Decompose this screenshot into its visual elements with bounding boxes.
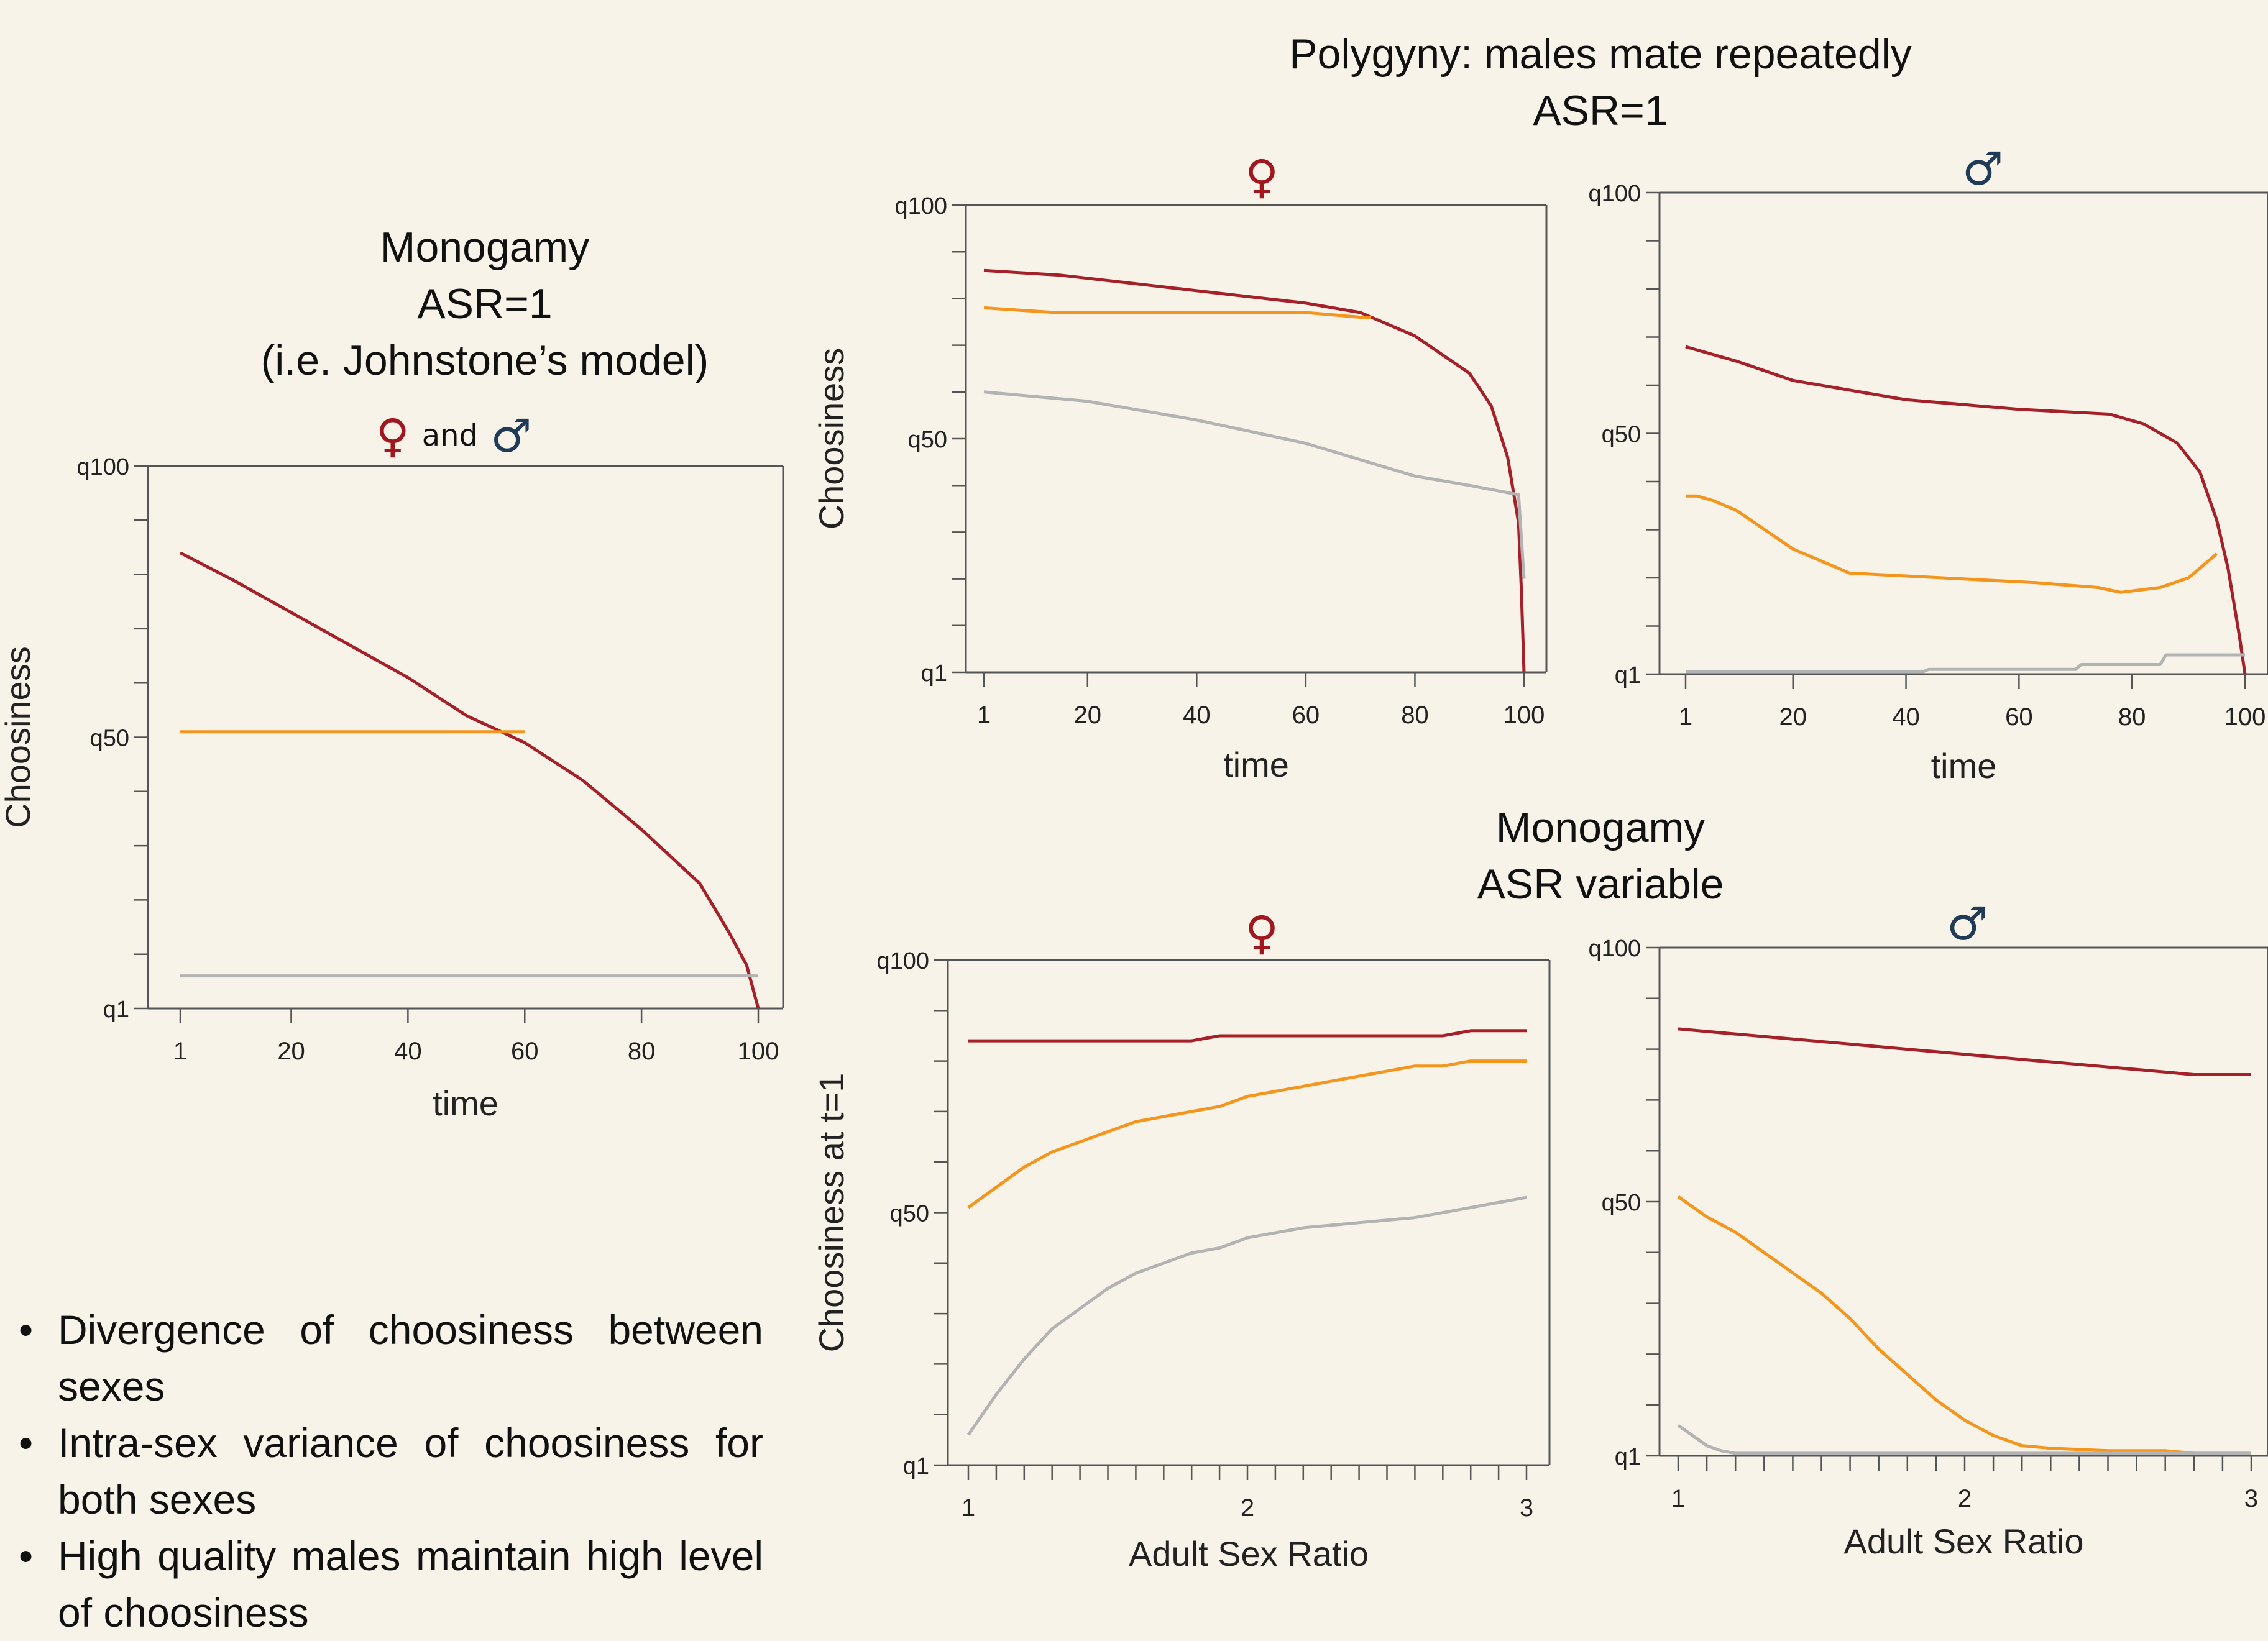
y-tick-label: q100 [1588, 936, 1641, 962]
x-tick-label: 100 [2224, 703, 2266, 731]
series-line [179, 551, 760, 1009]
x-tick-label: 100 [1504, 702, 1545, 729]
series-line [1685, 345, 2247, 675]
series-line [1686, 653, 2245, 674]
y-tick-label: q50 [908, 427, 947, 453]
series-line [983, 390, 1526, 579]
x-tick-label: 1 [173, 1038, 187, 1065]
x-tick-label: 1 [1679, 703, 1692, 731]
x-tick-label: 40 [1892, 703, 1920, 731]
y-tick-label: q100 [76, 454, 129, 480]
heading-line: (i.e. Johnstone’s model) [260, 337, 709, 384]
series-line [1686, 494, 2218, 594]
bullet-item: Intra-sex variance of choosiness for bot… [11, 1415, 763, 1528]
y-tick-label: q100 [876, 948, 929, 974]
heading-line: ASR=1 [417, 280, 553, 327]
heading-monogamy-asr-variable: Monogamy ASR variable [1352, 800, 1849, 913]
y-tick-label: q1 [921, 661, 947, 687]
chart-polygyny-female: q1 q50 q100 1 20 40 60 80 100 time Choosiness [812, 193, 1548, 784]
x-tick-label: 1 [1671, 1485, 1685, 1512]
x-tick-label: 2 [1241, 1494, 1254, 1522]
heading-line: ASR variable [1477, 861, 1724, 908]
x-tick-label: 80 [2118, 703, 2146, 731]
y-tick-label: q50 [1602, 422, 1641, 448]
y-tick-label: q1 [1615, 1444, 1641, 1470]
x-axis-label: Adult Sex Ratio [1129, 1534, 1369, 1573]
y-tick-label: q50 [1602, 1190, 1641, 1216]
x-tick-label: 80 [628, 1038, 656, 1065]
chart-monogamy-asr1: q1 q50 q100 1 20 40 60 80 100 time Choosiness [0, 454, 784, 1123]
bullet-item: Divergence of choosiness between sexes [11, 1302, 763, 1415]
series-line [966, 1195, 1527, 1436]
series-line [1677, 1424, 2251, 1455]
y-tick-label: q100 [1588, 181, 1641, 207]
x-tick-label: 2 [1958, 1485, 1972, 1512]
y-tick-label: q100 [894, 193, 947, 219]
series-line [983, 306, 1372, 319]
male-symbol-icon: ♂ [1962, 142, 2004, 196]
heading-line: Polygyny: males mate repeatedly [1289, 30, 1912, 78]
x-axis-label: time [1223, 745, 1289, 784]
y-tick-label: q1 [1615, 662, 1641, 688]
x-tick-label: 80 [1401, 702, 1429, 729]
male-symbol-icon: ♂ [490, 409, 532, 463]
x-tick-label: 60 [511, 1038, 539, 1065]
y-tick-label: q1 [903, 1453, 929, 1479]
chart-monogamy-asr-male: q1 q50 q100 1 2 3 Adult Sex Ratio [1588, 936, 2268, 1561]
bullet-item: High quality males maintain high level o… [11, 1528, 763, 1641]
x-tick-label: 20 [1779, 703, 1807, 731]
chart-polygyny-male: q1 q50 q100 1 20 40 60 80 100 time [1588, 181, 2268, 785]
heading-polygyny: Polygyny: males mate repeatedly ASR=1 [1228, 26, 1973, 139]
x-tick-label: 20 [277, 1038, 305, 1065]
x-tick-label: 3 [1520, 1494, 1533, 1522]
x-tick-label: 40 [1183, 702, 1211, 729]
heading-line: ASR=1 [1533, 87, 1668, 134]
x-axis-label: time [1931, 746, 1997, 785]
series-line [1677, 1195, 2251, 1455]
summary-bullets: Divergence of choosiness between sexes I… [11, 1302, 763, 1641]
y-tick-label: q50 [890, 1201, 929, 1227]
female-symbol-icon: ♀ [1244, 150, 1279, 204]
series-line [983, 268, 1526, 673]
x-tick-label: 60 [2005, 703, 2033, 731]
sex-symbols-both: ♀ and ♂ [329, 413, 578, 459]
x-tick-label: 1 [977, 702, 991, 729]
female-symbol-icon: ♀ [1244, 907, 1279, 960]
y-axis-label: Choosiness [0, 646, 37, 828]
series-line [1678, 1027, 2251, 1076]
x-tick-label: 60 [1292, 702, 1320, 729]
and-label: and [421, 418, 479, 453]
x-tick-label: 1 [962, 1494, 975, 1522]
chart-monogamy-asr-female: q1 q50 q100 1 2 3 Adult Sex Ratio Choosiness at… [812, 948, 1551, 1573]
y-axis-label: Choosiness at t=1 [812, 1073, 851, 1353]
heading-line: Monogamy [1495, 804, 1706, 851]
y-axis-label: Choosiness [812, 348, 851, 530]
x-tick-label: 3 [2244, 1485, 2258, 1512]
female-symbol-icon: ♀ [375, 409, 410, 463]
heading-line: Monogamy [380, 224, 590, 271]
x-axis-label: Adult Sex Ratio [1844, 1522, 2084, 1561]
x-tick-label: 100 [738, 1038, 779, 1065]
heading-monogamy-asr1: Monogamy ASR=1 (i.e. Johnstone’s model) [224, 219, 746, 389]
y-tick-label: q1 [103, 997, 129, 1023]
x-axis-label: time [433, 1084, 498, 1123]
series-line [967, 1059, 1527, 1209]
series-line [968, 1029, 1527, 1043]
x-tick-label: 40 [394, 1038, 422, 1065]
male-symbol-icon: ♂ [1946, 897, 1988, 951]
x-tick-label: 20 [1074, 702, 1102, 729]
y-tick-label: q50 [90, 726, 129, 752]
